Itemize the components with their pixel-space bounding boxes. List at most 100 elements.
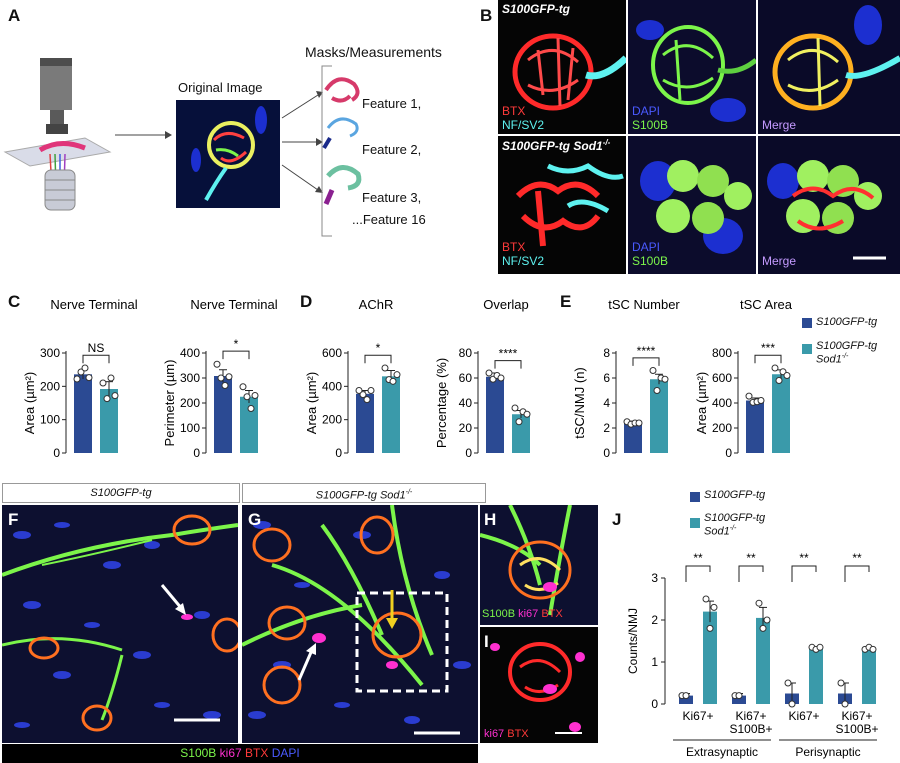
data-point xyxy=(735,692,743,700)
sig-label: ** xyxy=(852,551,862,565)
bar-sod1 xyxy=(772,374,790,453)
data-point xyxy=(81,364,89,372)
data-point xyxy=(497,374,505,382)
y-tick-label: 2 xyxy=(603,421,610,435)
chart-e1: tSC Number 0 2 4 6 8 tSC/NMJ (n) **** xyxy=(572,297,680,460)
y-tick-label: 40 xyxy=(459,396,473,410)
b-row1-btx-nf xyxy=(498,0,626,134)
data-point xyxy=(251,392,259,399)
b-row2-dapi-s100b xyxy=(628,136,756,274)
data-point xyxy=(649,367,657,374)
h-labels: S100B ki67 BTX xyxy=(482,608,563,620)
data-point xyxy=(239,383,247,391)
data-point xyxy=(111,392,119,400)
y-tick-label: 0 xyxy=(725,446,732,460)
j-legend-sod-line1: S100GFP-tg xyxy=(704,512,766,524)
b-r1-dapi-label: DAPI xyxy=(632,104,661,118)
data-point xyxy=(485,369,493,377)
bar-tg xyxy=(214,376,232,453)
group-label: Perisynaptic xyxy=(795,745,860,759)
data-point xyxy=(763,616,771,624)
x-tick-label: S100B+ xyxy=(835,722,878,736)
data-point xyxy=(367,387,375,394)
y-axis-label: Area (µm²) xyxy=(22,372,37,434)
chart-title: Nerve Terminal xyxy=(50,297,137,312)
g-micrograph xyxy=(242,505,478,743)
sig-bracket xyxy=(82,354,110,364)
data-point xyxy=(635,419,643,427)
mask-icons xyxy=(322,77,362,205)
y-axis-label: Percentage (%) xyxy=(434,358,449,448)
y-tick-label: 800 xyxy=(712,346,732,360)
y-tick-label: 100 xyxy=(40,413,60,427)
y-tick-label: 0 xyxy=(465,446,472,460)
b-row2-btx-nf xyxy=(498,136,626,274)
data-point xyxy=(389,377,397,385)
bar-tg xyxy=(746,400,764,453)
data-point xyxy=(788,700,796,708)
feature-1-label: Feature 1, xyxy=(362,96,422,111)
y-tick-label: 1 xyxy=(651,655,658,669)
g-title-box: S100GFP-tg Sod1-/- xyxy=(242,483,486,503)
y-tick-label: 80 xyxy=(459,346,473,360)
feature-2-label: Feature 2, xyxy=(362,142,422,157)
legend-tg: S100GFP-tg xyxy=(816,316,878,328)
x-tick-label: S100B+ xyxy=(729,722,772,736)
y-tick-label: 400 xyxy=(180,346,200,360)
data-point xyxy=(381,364,389,372)
data-point xyxy=(784,679,792,687)
b-row1-merge xyxy=(758,0,900,134)
y-tick-label: 0 xyxy=(53,446,60,460)
y-tick-label: 6 xyxy=(603,371,610,385)
data-point xyxy=(217,374,225,382)
data-point xyxy=(775,377,783,384)
data-point xyxy=(523,410,531,418)
panel-letter-a: A xyxy=(8,6,21,25)
y-tick-label: 200 xyxy=(40,379,60,393)
panel-letter-g: G xyxy=(248,510,262,529)
bar-tg xyxy=(679,695,693,704)
y-tick-label: 400 xyxy=(322,379,342,393)
sig-bracket xyxy=(844,565,870,582)
bar-sod1 xyxy=(650,379,668,453)
data-point xyxy=(771,364,779,372)
i-micrograph xyxy=(480,627,598,743)
y-axis-label: tSC/NMJ (n) xyxy=(572,367,587,439)
sig-label: **** xyxy=(499,347,518,361)
data-point xyxy=(107,374,115,382)
original-image xyxy=(176,100,280,208)
data-point xyxy=(77,368,85,376)
feature-3-label: Feature 3, xyxy=(362,190,422,205)
b-row1-genotype: S100GFP-tg xyxy=(502,2,571,16)
bar-tg xyxy=(624,423,642,453)
camera-body-icon xyxy=(40,62,72,110)
microscope-illustration xyxy=(3,58,323,211)
sig-label: * xyxy=(376,341,381,355)
data-point xyxy=(653,387,661,394)
sig-label: ** xyxy=(799,551,809,565)
sig-label: **** xyxy=(637,344,656,358)
legend-sod-line1: S100GFP-tg xyxy=(816,340,878,352)
y-tick-label: 0 xyxy=(335,446,342,460)
x-tick-label: Ki67+ xyxy=(841,709,872,723)
b-row1-dapi-s100b xyxy=(628,0,756,134)
panel-letter-b: B xyxy=(480,6,493,25)
f-micrograph xyxy=(2,505,238,743)
data-point xyxy=(841,700,849,708)
bar-sod1 xyxy=(240,396,258,453)
feature-16-label: ...Feature 16 xyxy=(352,212,426,227)
chart-title: Nerve Terminal xyxy=(190,297,277,312)
data-point xyxy=(759,624,767,632)
sig-bracket xyxy=(494,360,522,369)
data-point xyxy=(73,375,81,383)
chart-d2: Overlap 0 20 40 60 80 Percentage (%) **** xyxy=(434,297,531,460)
data-point xyxy=(745,392,753,400)
data-point xyxy=(816,643,824,651)
mask-3-icon xyxy=(326,165,362,191)
b-r1-nfsv2-label: NF/SV2 xyxy=(502,118,545,132)
data-point xyxy=(213,360,221,368)
y-tick-label: 600 xyxy=(712,371,732,385)
panel-letter-h: H xyxy=(484,510,497,529)
data-point xyxy=(515,418,523,426)
